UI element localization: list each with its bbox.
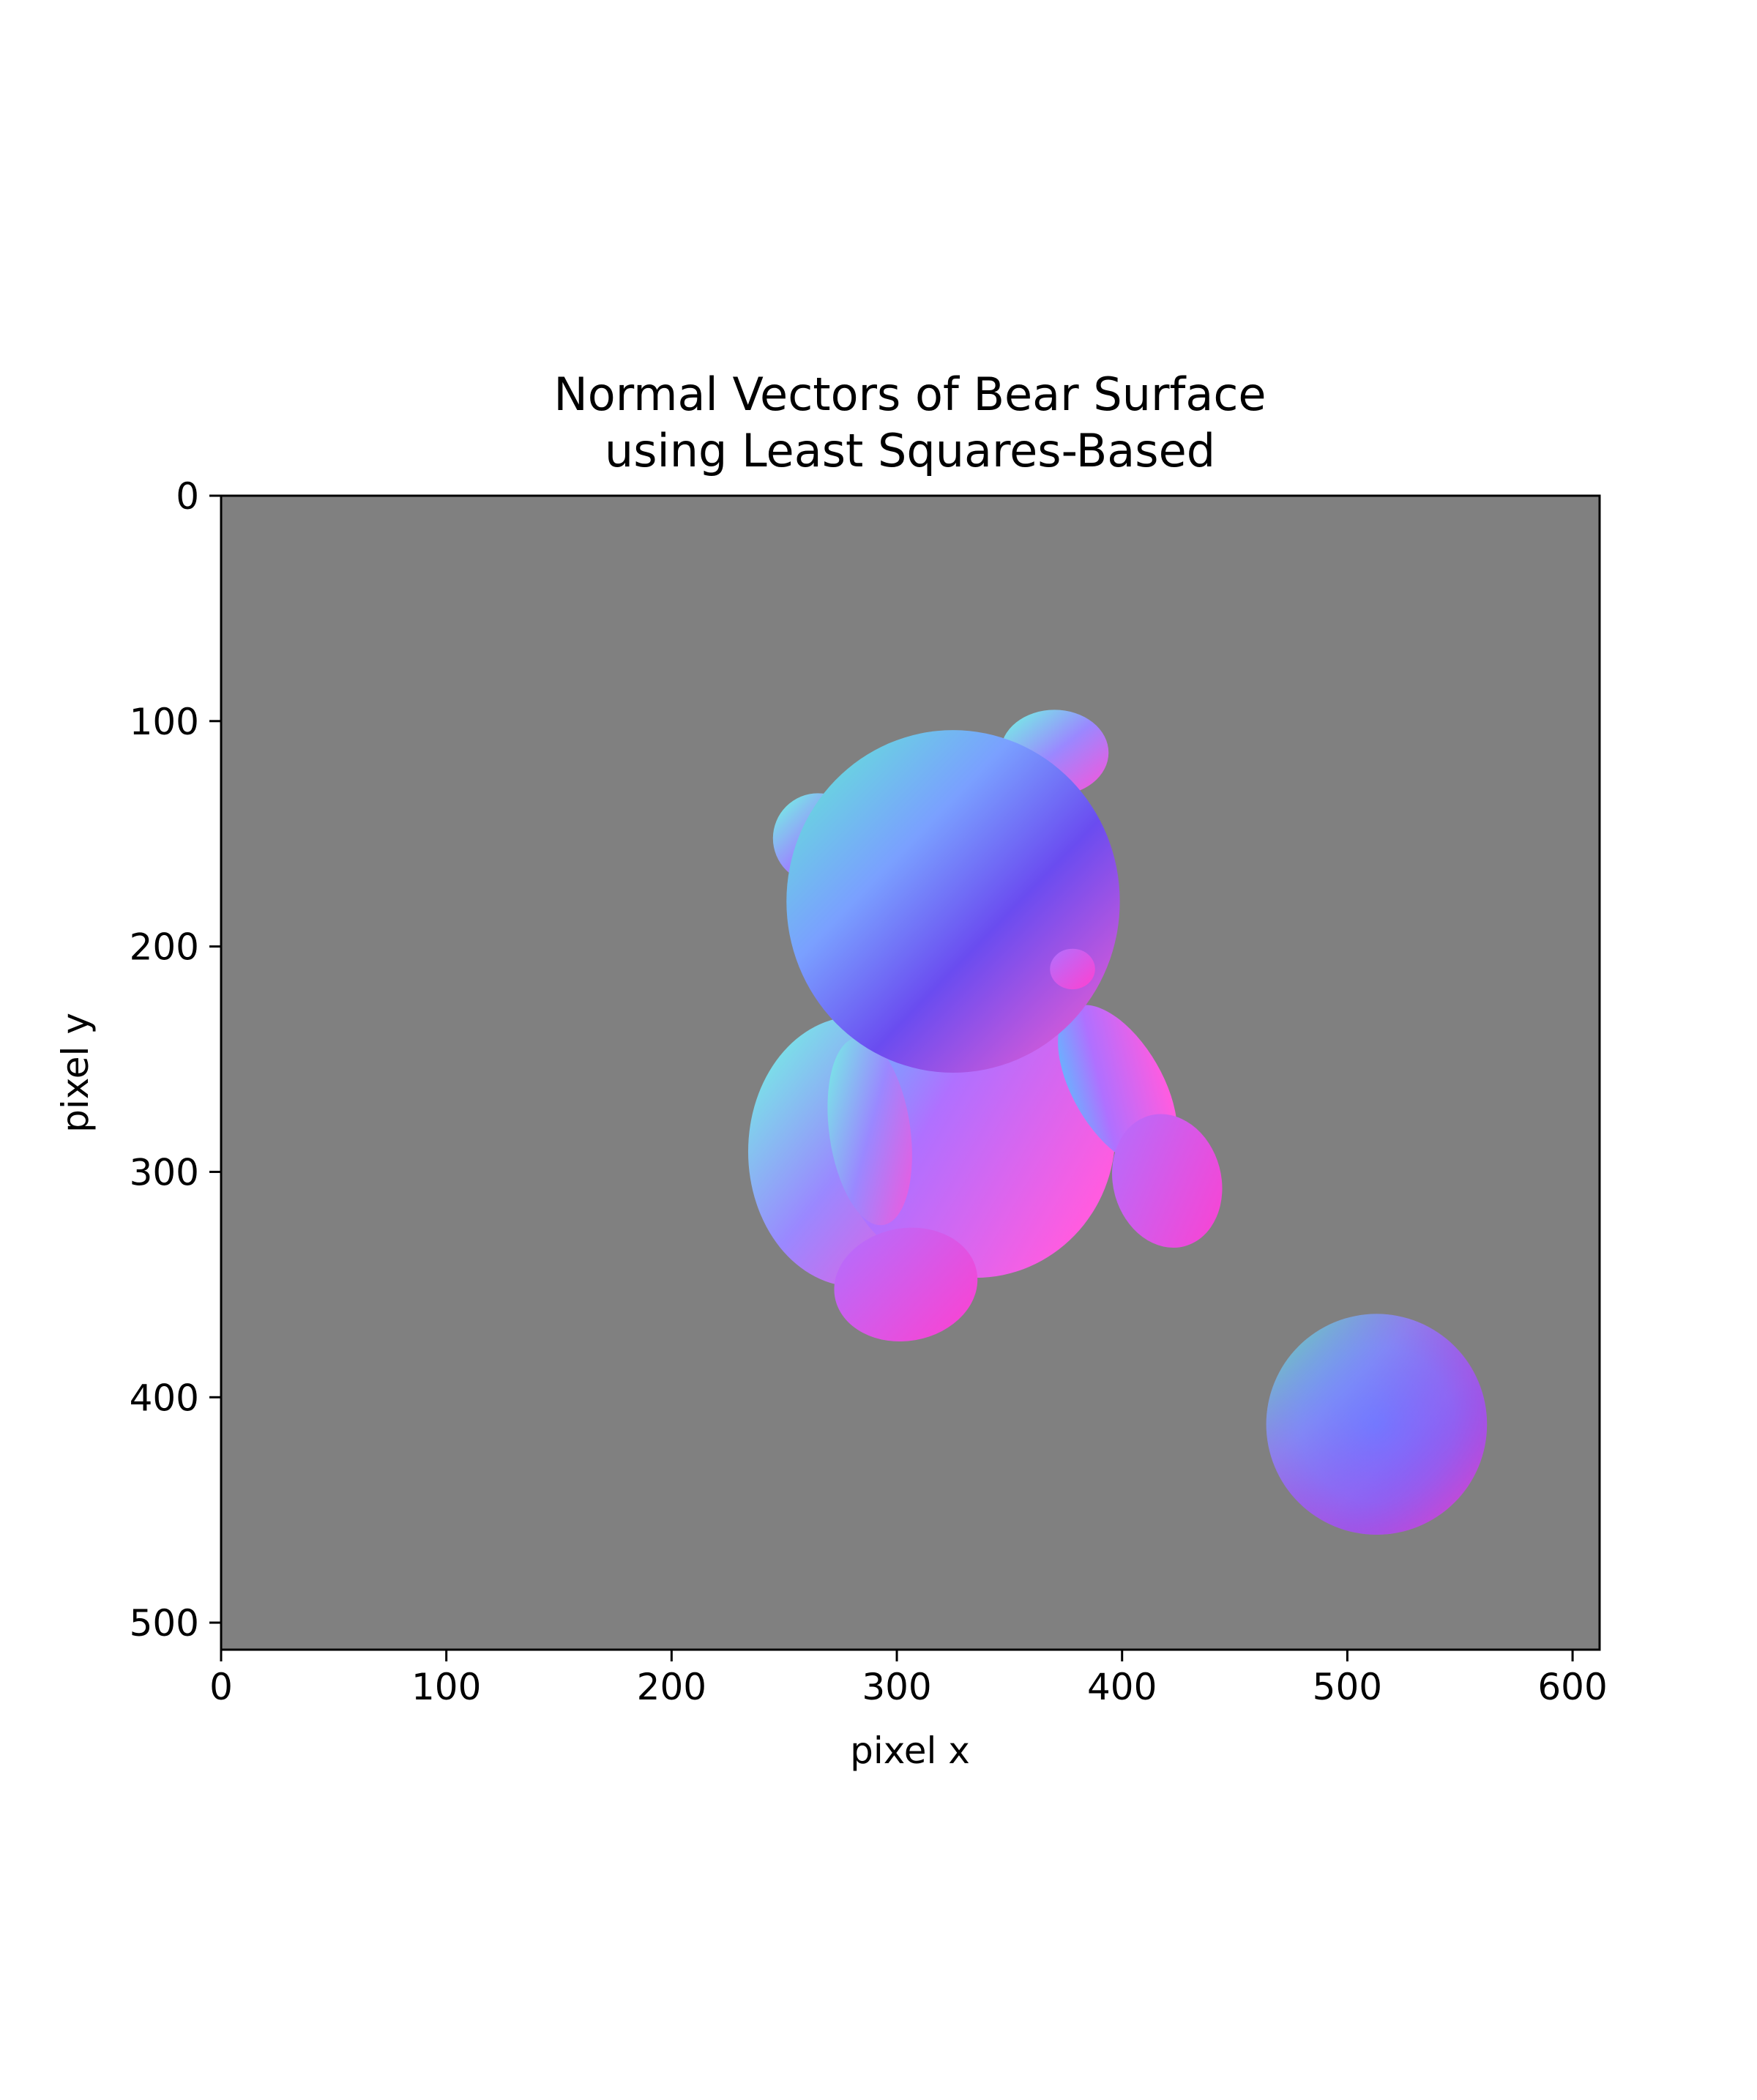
bear-left-foot (834, 1227, 978, 1342)
x-tick-label: 500 (1313, 1666, 1382, 1708)
y-tick-label: 400 (130, 1377, 199, 1419)
chart-title-line-1: Normal Vectors of Bear Surface (553, 368, 1266, 421)
x-tick-label: 200 (637, 1666, 706, 1708)
bear-left-arm (827, 1037, 912, 1226)
x-tick-label: 100 (411, 1666, 481, 1708)
x-tick-label: 600 (1537, 1666, 1607, 1708)
y-tick-label: 100 (130, 701, 199, 743)
bear-snout (1050, 948, 1095, 990)
y-tick-label: 0 (176, 475, 199, 518)
chart-title-line-2: using Least Squares-Based (605, 424, 1215, 477)
bear-head (786, 730, 1120, 1073)
bear-right-foot (1112, 1114, 1223, 1248)
y-axis-ticks: 0 100 200 300 400 500 (130, 475, 221, 1645)
x-tick-label: 300 (862, 1666, 931, 1708)
sphere-shading (1266, 1314, 1488, 1535)
x-axis-ticks: 0 100 200 300 400 500 600 (209, 1650, 1608, 1708)
y-axis-label: pixel y (54, 1013, 97, 1133)
y-tick-label: 200 (130, 926, 199, 969)
x-tick-label: 0 (209, 1666, 233, 1708)
objects-layer (747, 710, 1488, 1535)
y-tick-label: 500 (130, 1602, 199, 1645)
y-tick-label: 300 (130, 1151, 199, 1194)
axes-frame (220, 494, 1601, 1651)
x-axis-label: pixel x (850, 1729, 970, 1772)
plot-area (221, 496, 1600, 1650)
x-tick-label: 400 (1087, 1666, 1157, 1708)
